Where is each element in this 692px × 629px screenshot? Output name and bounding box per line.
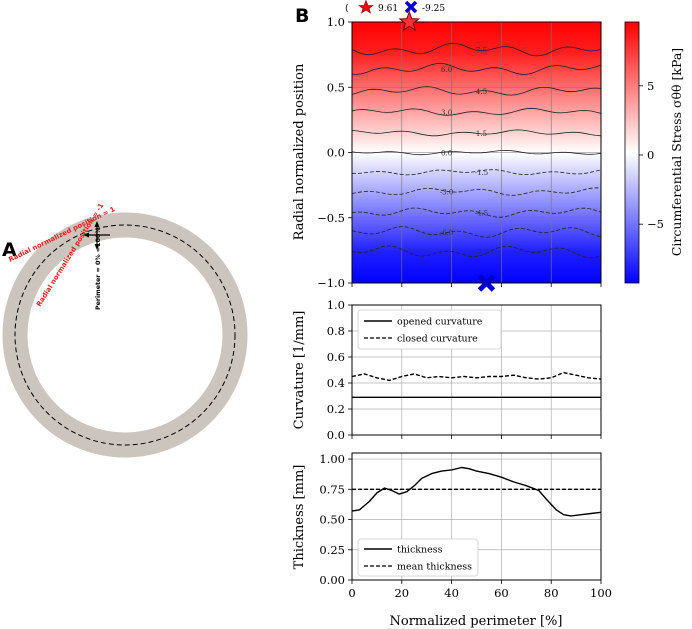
thickness-legend: thickness mean thickness	[357, 538, 479, 577]
stress-heatmap: 7.5 6.0 4.5 3.0 1.5 0.0 -1.5 -3.0 -4.5 -6.0 -7.5 1…	[292, 10, 602, 292]
contour-line	[352, 129, 601, 137]
heatmap-y-tick-label: 1.0	[327, 15, 345, 29]
artery-wall-ring	[2, 212, 248, 458]
y-tick-label: 0.2	[327, 402, 345, 416]
artery-midline	[14, 224, 236, 446]
x-tick-label: 100	[590, 586, 612, 600]
y-tick-label: 0.75	[319, 482, 345, 496]
heatmap-y-tick-label: −0.5	[317, 211, 345, 225]
colorbar-label: Circumferential Stress σθθ [kPa]	[669, 48, 684, 256]
heatmap-y-ticks: 1.0 0.5 0.0 −0.5 −1.0	[317, 15, 352, 290]
y-tick-label: 0.25	[319, 543, 345, 557]
legend-max-value: 9.61	[378, 4, 398, 14]
contour-level-label: 1.5	[476, 130, 487, 138]
max-stress-star-marker	[398, 10, 421, 32]
y-tick-label: 0.00	[319, 573, 345, 587]
curvature-y-label: Curvature [1/mm]	[292, 311, 307, 430]
y-tick-label: 0.8	[327, 324, 345, 338]
colorbar-gradient	[624, 21, 640, 284]
heatmap-y-tick-label: −1.0	[317, 276, 345, 290]
contour-line	[352, 42, 601, 57]
contour-level-label: -3.0	[440, 189, 454, 197]
contour-level-label: -7.5	[475, 249, 489, 257]
thickness-plot: 1.00 0.75 0.50 0.25 0.00 0 20 40 60 80 100 Thickn…	[292, 283, 612, 629]
contour-level-label: -4.5	[475, 210, 489, 218]
panel-a-letter: A	[2, 239, 17, 261]
min-stress-cross-marker	[477, 274, 496, 292]
contour-line	[352, 86, 601, 96]
colorbar-tick-label: −5	[647, 217, 664, 231]
curvature-y-ticks: 1.0 0.8 0.6 0.4 0.2 0.0	[327, 298, 352, 442]
curvature-legend: opened curvature closed curvature	[357, 309, 502, 350]
x-tick-label: 20	[394, 586, 409, 600]
curvature-legend-box	[357, 309, 502, 350]
heatmap-y-tick-label: 0.5	[327, 80, 345, 94]
colorbar: 5 0 −5 Circumferential Stress σθθ [kPa]	[624, 21, 684, 284]
heatmap-y-label: Radial normalized position	[292, 63, 307, 240]
curvature-series	[351, 371, 602, 398]
contour-level-label: 6.0	[441, 66, 452, 74]
thickness-y-ticks: 1.00 0.75 0.50 0.25 0.00	[319, 452, 352, 587]
panel-a: A Perimeter = 0% =100% Radial normalized…	[2, 202, 248, 458]
contour-line	[352, 187, 601, 196]
y-tick-label: 1.0	[327, 298, 345, 312]
legend-mean-label: mean thickness	[397, 562, 472, 573]
y-tick-label: 1.00	[319, 452, 345, 466]
y-tick-label: 0.4	[327, 376, 345, 390]
y-tick-label: 0.0	[327, 428, 345, 442]
extrema-legend: ( 9.61 -9.25	[345, 0, 445, 14]
x-tick-label: 60	[494, 586, 509, 600]
colorbar-ticks: 5 0 −5	[639, 79, 664, 231]
contour-line	[352, 62, 601, 75]
colorbar-tick-label: 5	[647, 79, 654, 93]
thickness-y-label: Thickness [mm]	[292, 465, 307, 570]
contour-level-label: 0.0	[441, 150, 452, 158]
contour-level-label: 4.5	[476, 88, 487, 96]
contour-level-label: 3.0	[441, 109, 452, 117]
curvature-plot: 1.0 0.8 0.6 0.4 0.2 0.0 Curvature [1/mm] open…	[292, 298, 602, 442]
contour-line	[352, 207, 601, 218]
y-tick-label: 0.6	[327, 350, 345, 364]
curvature-frame	[351, 304, 602, 436]
x-tick-label: 80	[544, 586, 559, 600]
colorbar-tick-label: 0	[647, 148, 654, 162]
thickness-series	[351, 466, 602, 517]
x-axis-label: Normalized perimeter [%]	[390, 614, 563, 629]
panel-b-letter: B	[295, 5, 309, 27]
x-tick-label: 0	[348, 586, 355, 600]
contour-line	[352, 107, 601, 116]
contour-level-label: 7.5	[476, 46, 487, 54]
contour-level-label: -6.0	[440, 229, 454, 237]
min-cross-stroke	[477, 274, 496, 292]
heatmap-contours: 7.5 6.0 4.5 3.0 1.5 0.0 -1.5 -3.0 -4.5 -6.0 -7.5	[352, 42, 601, 259]
legend-closed-label: closed curvature	[397, 334, 478, 345]
legend-cross-icon	[404, 0, 418, 14]
x-tick-label: 40	[444, 586, 459, 600]
legend-min-value: -9.25	[422, 4, 445, 14]
contour-level-label: -1.5	[475, 169, 489, 177]
contour-line	[352, 245, 601, 259]
contour-line	[352, 226, 601, 238]
perimeter-origin-arrow	[83, 221, 110, 250]
legend-star-icon	[358, 0, 374, 14]
thickness-frame	[351, 452, 602, 581]
contour-line	[352, 149, 601, 156]
perimeter-label: Perimeter = 0% =100%	[95, 227, 102, 310]
y-tick-label: 0.50	[319, 513, 345, 527]
legend-paren: (	[345, 4, 349, 14]
legend-thickness-label: thickness	[397, 545, 443, 556]
thickness-x-ticks: 0 20 40 60 80 100	[348, 283, 612, 600]
legend-opened-label: opened curvature	[397, 317, 483, 328]
series-line-closed-curvature	[351, 371, 602, 382]
heatmap-y-tick-label: 0.0	[327, 146, 345, 160]
